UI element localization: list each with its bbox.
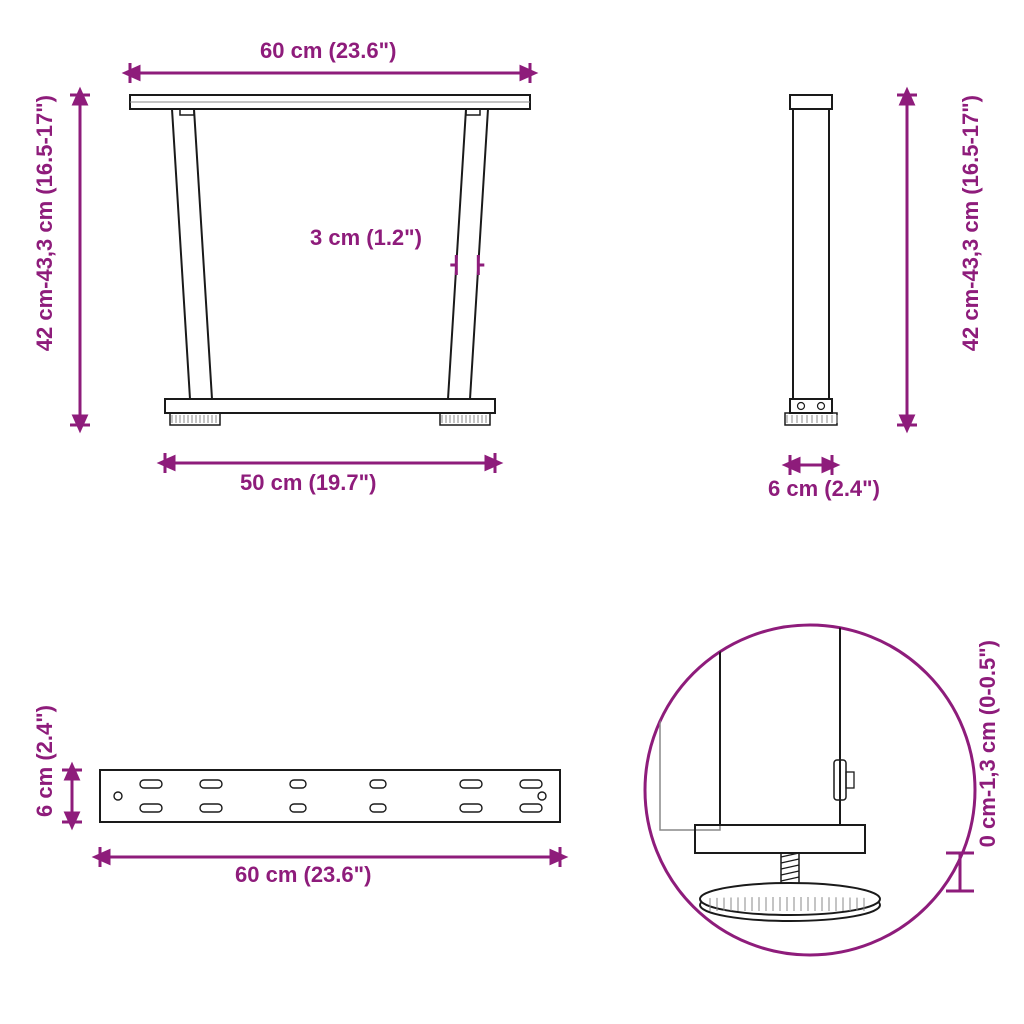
label-leg-thickness: 3 cm (1.2") xyxy=(310,225,422,251)
label-top-width: 60 cm (23.6") xyxy=(260,38,396,64)
label-height-left: 42 cm-43,3 cm (16.5-17") xyxy=(32,95,58,351)
label-plate-depth: 6 cm (2.4") xyxy=(32,705,58,817)
label-side-depth: 6 cm (2.4") xyxy=(768,476,880,502)
label-plate-width: 60 cm (23.6") xyxy=(235,862,371,888)
label-foot-range: 0 cm-1,3 cm (0-0.5") xyxy=(975,640,1001,847)
label-bottom-width: 50 cm (19.7") xyxy=(240,470,376,496)
top-plate-view xyxy=(62,770,560,867)
foot-detail-view xyxy=(645,605,975,955)
side-view xyxy=(785,95,917,475)
label-height-right: 42 cm-43,3 cm (16.5-17") xyxy=(958,95,984,351)
front-view xyxy=(70,63,530,473)
